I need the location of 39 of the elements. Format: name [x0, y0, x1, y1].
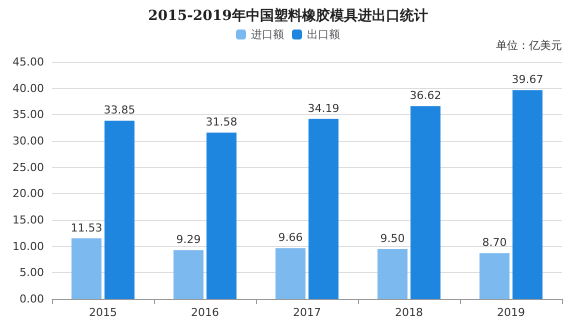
x-tick-label: 2018	[395, 306, 423, 319]
chart-title: 2015-2019年中国塑料橡胶模具进出口统计	[148, 7, 428, 24]
bar	[276, 248, 306, 299]
bar	[72, 238, 102, 299]
bar	[512, 90, 542, 299]
x-tick-label: 2019	[497, 306, 525, 319]
y-tick-label: 25.00	[12, 160, 44, 174]
data-label: 33.85	[104, 104, 136, 117]
bar	[206, 132, 236, 299]
bar	[174, 250, 204, 299]
y-tick-label: 35.00	[12, 108, 44, 122]
text: 单位：亿美元	[496, 39, 562, 52]
data-label: 9.29	[176, 233, 201, 246]
bar	[104, 120, 134, 299]
y-tick-label: 45.00	[12, 56, 44, 68]
x-tick-label: 2015	[89, 306, 117, 319]
data-label: 9.50	[380, 232, 405, 245]
legend-label: 出口额	[307, 28, 340, 41]
y-tick-label: 30.00	[12, 134, 44, 148]
bar	[480, 253, 510, 299]
data-label: 36.62	[410, 89, 442, 102]
y-tick-label: 0.00	[20, 292, 44, 306]
bar	[308, 118, 338, 299]
data-label: 34.19	[308, 102, 340, 115]
y-tick-label: 5.00	[20, 266, 44, 280]
data-label: 31.58	[206, 116, 238, 129]
x-tick-label: 2016	[191, 306, 219, 319]
y-tick-label: 40.00	[12, 82, 44, 95]
y-tick-label: 15.00	[12, 214, 44, 226]
y-tick-label: 20.00	[12, 187, 44, 200]
data-label: 8.70	[482, 236, 507, 250]
data-label: 11.53	[70, 221, 102, 234]
y-tick-label: 10.00	[12, 240, 44, 253]
legend-label: 进口额	[251, 28, 284, 41]
bar	[410, 106, 440, 299]
data-label: 9.66	[278, 231, 303, 244]
data-label: 39.67	[512, 73, 544, 86]
x-tick-label: 2017	[293, 306, 321, 319]
bar	[378, 248, 408, 299]
